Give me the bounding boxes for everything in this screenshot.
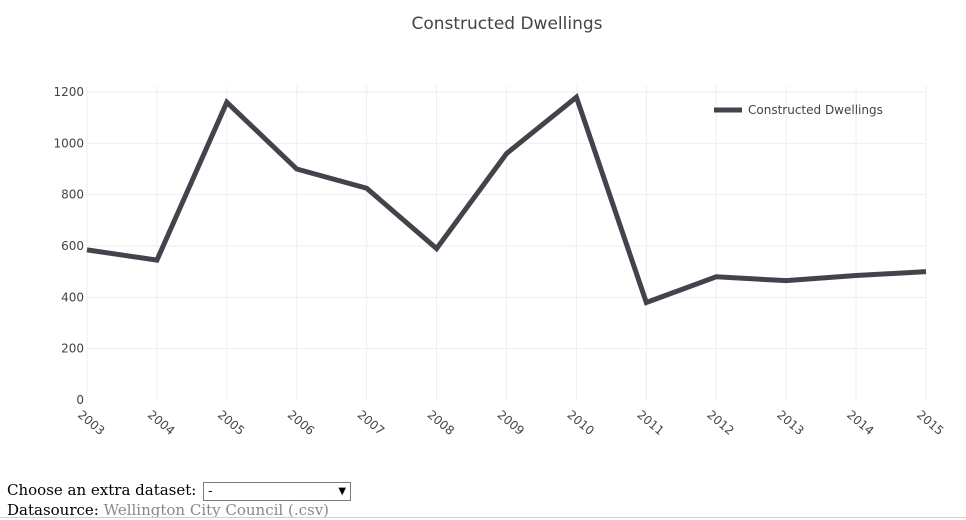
- y-tick-label: 600: [61, 239, 84, 253]
- dataset-row: Choose an extra dataset: - ▼: [7, 480, 352, 501]
- y-tick-label: 1000: [53, 136, 84, 150]
- x-tick-label: 2005: [215, 408, 247, 438]
- x-tick-label: 2013: [774, 408, 806, 438]
- x-tick-label: 2010: [564, 408, 596, 438]
- x-tick-label: 2009: [495, 408, 527, 438]
- x-tick-label: 2015: [914, 408, 946, 438]
- source-row: Datasource: Wellington City Council (.cs…: [7, 500, 351, 520]
- data-point[interactable]: [850, 270, 862, 282]
- dataset-select[interactable]: - ▼: [203, 481, 352, 501]
- chevron-down-icon: ▼: [338, 485, 347, 497]
- y-axis: 0 200 400 600 800 1000 1200: [53, 85, 84, 407]
- x-tick-label: 2014: [844, 408, 876, 438]
- data-point[interactable]: [291, 163, 303, 175]
- source-label: Datasource:: [7, 501, 99, 519]
- y-tick-label: 800: [61, 188, 84, 202]
- x-tick-label: 2004: [145, 408, 177, 438]
- x-axis: 2003 2004 2005 2006 2007 2008 2009 2010 2011 2012…: [75, 408, 946, 438]
- data-point[interactable]: [501, 148, 513, 160]
- y-tick-label: 200: [61, 342, 84, 356]
- data-point[interactable]: [151, 254, 163, 266]
- source-link[interactable]: Wellington City Council (.csv): [103, 501, 330, 519]
- y-tick-label: 0: [76, 393, 84, 407]
- series-line: [86, 92, 927, 306]
- x-tick-label: 2006: [285, 408, 317, 438]
- x-tick-label: 2008: [425, 408, 457, 438]
- data-point[interactable]: [81, 244, 93, 256]
- legend[interactable]: Constructed Dwellings: [714, 103, 883, 117]
- x-tick-label: 2011: [634, 408, 666, 438]
- data-point[interactable]: [431, 243, 443, 255]
- line-chart: Constructed Dwellings 0 200 400 600 800 1000 1…: [53, 14, 946, 438]
- series-group: [81, 91, 932, 308]
- data-point[interactable]: [361, 182, 373, 194]
- data-point[interactable]: [920, 266, 932, 278]
- dataset-label: Choose an extra dataset:: [7, 481, 197, 499]
- x-tick-label: 2012: [704, 408, 736, 438]
- y-tick-label: 400: [61, 290, 84, 304]
- grid: [86, 86, 927, 400]
- y-tick-label: 1200: [53, 85, 84, 99]
- data-point[interactable]: [570, 91, 582, 103]
- data-point[interactable]: [780, 275, 792, 287]
- chart-title: Constructed Dwellings: [411, 14, 602, 34]
- data-point[interactable]: [710, 271, 722, 283]
- controls-panel: Choose an extra dataset: - ▼ Datasource:…: [7, 480, 352, 520]
- x-tick-label: 2007: [355, 408, 387, 438]
- divider: [0, 517, 966, 518]
- x-tick-label: 2003: [75, 408, 107, 438]
- data-point[interactable]: [221, 96, 233, 108]
- legend-label: Constructed Dwellings: [748, 103, 883, 117]
- data-point[interactable]: [640, 296, 652, 308]
- dataset-select-value: -: [208, 483, 213, 498]
